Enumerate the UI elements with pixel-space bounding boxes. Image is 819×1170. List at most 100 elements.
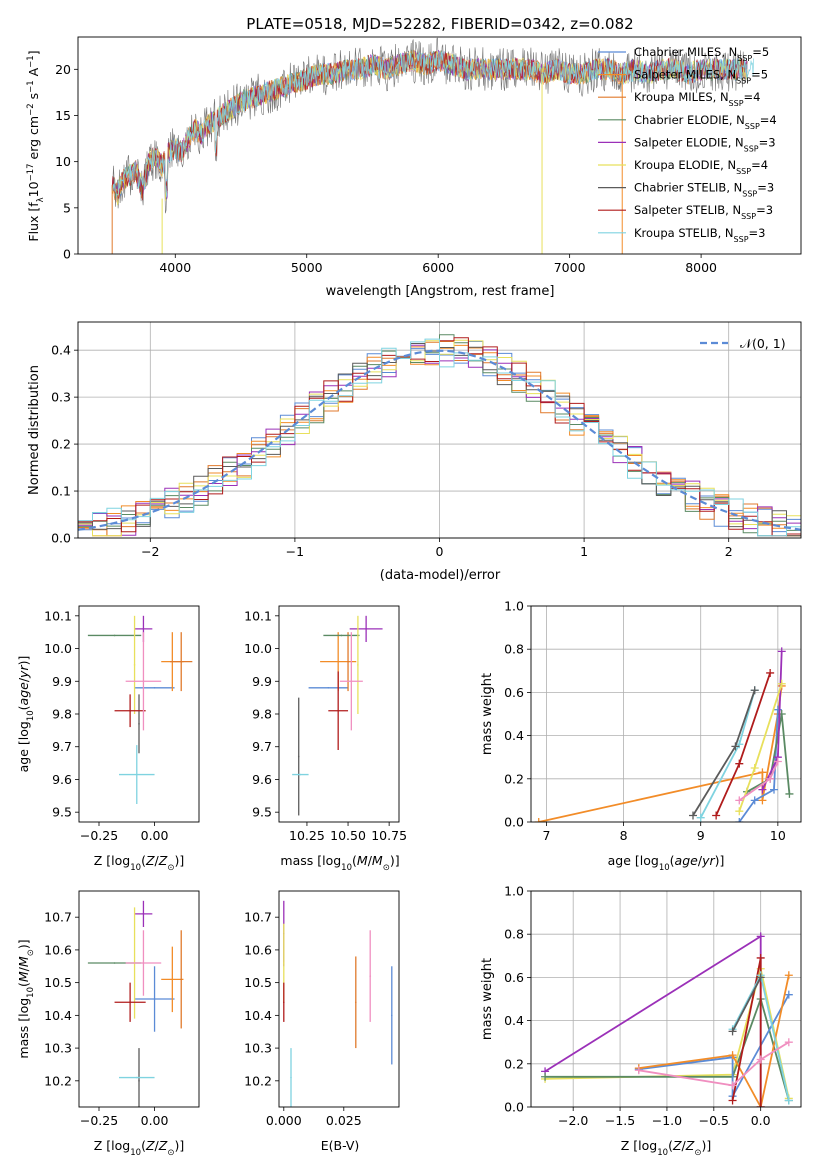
y-axis-label: mass [log10(M/M⊙)]: [16, 939, 36, 1058]
x-tick-label: −2: [141, 544, 159, 559]
weight-marker: [728, 1027, 737, 1036]
plot-area: [541, 932, 793, 1107]
weight-series: [699, 689, 756, 819]
data-point: [153, 687, 156, 689]
y-tick-label: 5: [63, 200, 71, 215]
axes-frame: [78, 890, 200, 1108]
x-tick-label: −0.25: [80, 1113, 118, 1128]
y-tick-label: 1.0: [504, 599, 524, 614]
data-point: [283, 1001, 285, 1004]
x-tick-label: −0.25: [80, 828, 118, 843]
y-tick-label: 20: [55, 62, 71, 77]
plot-mass_vs_ebv: 0.000 0.025 10.2 10.3 10.4 10.5 10.6 10.7: [244, 890, 400, 1128]
plot-area: [87, 900, 184, 1107]
weight-marker: [728, 1096, 737, 1105]
data-point: [113, 634, 116, 637]
data-point: [299, 773, 302, 776]
legend-label: Kroupa ELODIE, NSSP=4: [634, 158, 768, 176]
weight-series: [731, 976, 762, 1032]
y-tick-label: 0.4: [504, 728, 524, 743]
legend-label: Chabrier MILES, NSSP=5: [634, 45, 769, 63]
data-point: [129, 1001, 131, 1004]
x-axis-label: wavelength [Angstrom, rest frame]: [326, 284, 555, 299]
data-point: [369, 975, 372, 977]
plot-area: [534, 647, 794, 822]
y-tick-label: 9.9: [252, 674, 272, 689]
data-point: [347, 660, 349, 663]
y-tick-label: 0.8: [504, 642, 524, 657]
weight-marker: [735, 807, 744, 816]
y-tick-label: 0.6: [504, 970, 524, 985]
data-point: [340, 634, 343, 637]
y-tick-label: 0.0: [504, 1100, 524, 1115]
weight-marker: [756, 953, 765, 962]
weight-marker: [534, 818, 543, 822]
data-point: [365, 628, 367, 630]
gaussian-curve: [78, 349, 801, 531]
data-point: [180, 660, 183, 663]
x-tick-label: 5000: [291, 260, 323, 275]
weight-marker: [756, 973, 765, 982]
weight-marker: [541, 1072, 550, 1081]
y-tick-label: 0.2: [51, 437, 71, 452]
data-point: [153, 998, 156, 1000]
weight-marker: [756, 932, 765, 941]
y-tick-label: 9.5: [52, 805, 72, 820]
weight-marker: [735, 818, 744, 822]
x-tick-label: 8: [620, 828, 628, 843]
x-tick-label: 7000: [554, 260, 586, 275]
data-point: [142, 628, 145, 630]
y-tick-label: 0.3: [51, 390, 71, 405]
data-point: [171, 978, 174, 981]
plot-weight_vs_age: 7 8 9 10 0.0 0.2 0.4 0.6 0.8 1.0: [504, 599, 802, 843]
weight-marker: [634, 1066, 643, 1075]
x-axis-label: age [log10(age/yr)]: [608, 853, 725, 873]
axes-frame: [530, 890, 802, 1108]
weight-series: [731, 957, 762, 1107]
weight-marker: [728, 1081, 737, 1090]
weight-series: [638, 1041, 790, 1087]
weight-marker: [750, 764, 759, 772]
legend-label: Kroupa MILES, NSSP=4: [634, 90, 760, 108]
data-point: [327, 687, 330, 689]
legend-label: Chabrier STELIB, NSSP=3: [634, 181, 774, 199]
axes-frame: [278, 605, 400, 823]
x-tick-label: 0.00: [141, 828, 169, 843]
y-axis-label: age [log10(age/yr)]: [16, 656, 36, 773]
weight-series: [761, 651, 783, 790]
weight-marker: [758, 768, 767, 777]
data-point: [142, 913, 145, 915]
histogram-series: [78, 339, 801, 537]
x-tick-label: 0.0: [751, 1113, 771, 1128]
y-tick-label: 9.6: [252, 772, 272, 787]
y-tick-label: 10.0: [44, 641, 72, 656]
figure-title: PLATE=0518, MJD=52282, FIBERID=0342, z=0…: [246, 15, 633, 33]
weight-marker: [766, 774, 775, 783]
y-tick-label: 10.3: [244, 1041, 272, 1056]
plot-area: [78, 334, 801, 537]
y-tick-label: 10.2: [44, 1073, 72, 1088]
plot-mass_vs_Z: −0.25 0.00 10.2 10.3 10.4 10.5 10.6 10.7: [44, 890, 200, 1128]
weight-marker: [728, 1051, 737, 1060]
data-point: [355, 1001, 357, 1004]
y-tick-label: 10.3: [44, 1041, 72, 1056]
y-tick-label: 0.0: [51, 531, 71, 546]
y-tick-label: 0: [63, 247, 71, 262]
weight-marker: [766, 668, 775, 677]
x-tick-label: −1.0: [652, 1113, 682, 1128]
y-tick-label: 15: [55, 108, 71, 123]
y-tick-label: 10.1: [44, 608, 72, 623]
y-tick-label: 9.7: [252, 739, 272, 754]
data-point: [129, 709, 131, 712]
data-point: [337, 709, 339, 712]
data-point: [133, 664, 136, 666]
x-tick-label: −1.5: [605, 1113, 635, 1128]
plot-area: [87, 615, 193, 804]
y-tick-label: 9.9: [52, 674, 72, 689]
y-tick-label: 10.2: [244, 1073, 272, 1088]
x-tick-label: −2.0: [558, 1113, 588, 1128]
x-axis-label: mass [log10(M/M⊙)]: [280, 853, 399, 873]
legend-label: Kroupa STELIB, NSSP=3: [634, 226, 765, 244]
x-tick-label: 9: [697, 828, 705, 843]
